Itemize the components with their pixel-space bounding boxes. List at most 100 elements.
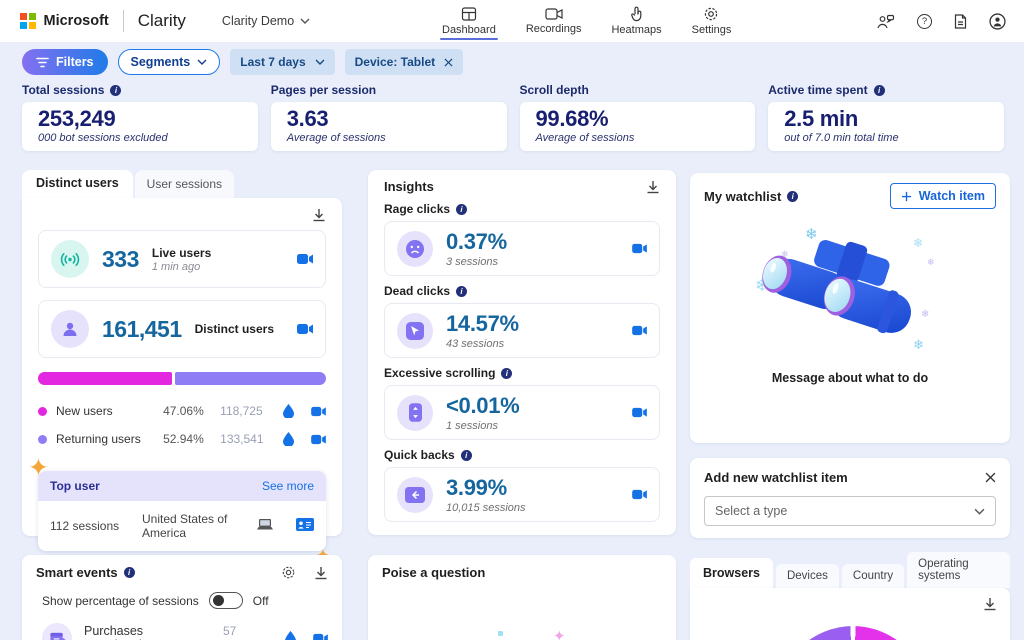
microsoft-wordmark: Microsoft <box>43 13 109 29</box>
tab-heatmaps[interactable]: Heatmaps <box>605 0 667 42</box>
tab-recordings[interactable]: Recordings <box>520 0 588 42</box>
rage-clicks-label: Rage clicks <box>384 202 660 216</box>
gear-icon[interactable] <box>281 565 296 580</box>
watch-item-button[interactable]: Watch item <box>889 183 996 209</box>
drop-icon[interactable] <box>285 631 296 640</box>
returning-users-bar-segment <box>175 372 326 385</box>
laptop-icon <box>256 518 274 534</box>
excessive-scrolling-row: <0.01% 1 sessions <box>384 385 660 440</box>
excessive-scrolling-sessions: 1 sessions <box>446 420 498 432</box>
metric-active-time: Active time spent 2.5 min out of 7.0 min… <box>768 83 1004 151</box>
segments-dropdown[interactable]: Segments <box>117 49 221 75</box>
add-watchlist-title: Add new watchlist item <box>704 470 848 485</box>
camera-icon[interactable] <box>297 253 313 265</box>
project-name: Clarity Demo <box>221 14 295 28</box>
camera-icon[interactable] <box>632 489 647 500</box>
watchlist-card: My watchlist Watch item ❄ ❄ ❄ ❄ ❄ ❄ ❄ ❄ <box>690 173 1010 443</box>
camera-icon[interactable] <box>311 434 326 445</box>
see-more-link[interactable]: See more <box>261 479 314 493</box>
tab-operating-systems[interactable]: Operating systems <box>907 552 1010 588</box>
info-icon[interactable] <box>501 367 513 379</box>
close-icon[interactable] <box>444 57 453 67</box>
project-switcher[interactable]: Clarity Demo <box>222 14 310 28</box>
live-users-row: 333 Live users 1 min ago <box>38 230 326 288</box>
quick-backs-row: 3.99% 10,015 sessions <box>384 467 660 522</box>
svg-text:❄: ❄ <box>927 257 935 267</box>
metric-subtext: 000 bot sessions excluded <box>38 132 168 144</box>
feedback-icon[interactable] <box>877 14 895 29</box>
quick-backs-sessions: 10,015 sessions <box>446 502 526 514</box>
top-user-title: Top user <box>50 479 100 493</box>
smart-events-card: Smart events Show percentage of sessions… <box>22 555 342 640</box>
distinct-users-label: Distinct users <box>194 322 274 336</box>
download-icon[interactable] <box>646 180 660 194</box>
brand: Microsoft Clarity Clarity Demo <box>0 10 310 32</box>
account-icon[interactable] <box>989 12 1006 30</box>
dead-clicks-value: 14.57% <box>446 311 519 336</box>
drop-icon[interactable] <box>283 404 294 418</box>
insights-card: Insights Rage clicks 0.37% 3 sessions De… <box>368 170 676 535</box>
id-card-icon[interactable] <box>296 518 314 534</box>
distinct-users-row: 161,451 Distinct users <box>38 300 326 358</box>
info-icon[interactable] <box>110 84 122 96</box>
info-icon[interactable] <box>460 449 472 461</box>
info-icon[interactable] <box>787 190 799 202</box>
tab-settings[interactable]: Settings <box>686 0 738 42</box>
camera-icon[interactable] <box>311 406 326 417</box>
download-icon[interactable] <box>312 208 326 222</box>
info-icon[interactable] <box>456 285 468 297</box>
info-icon[interactable] <box>456 203 468 215</box>
svg-text:❄: ❄ <box>913 236 923 250</box>
percentage-toggle[interactable] <box>208 592 243 609</box>
rage-clicks-row: 0.37% 3 sessions <box>384 221 660 276</box>
tab-distinct-users[interactable]: Distinct users <box>22 170 133 198</box>
live-users-label: Live users <box>151 245 212 260</box>
top-user-panel: ✦ ✦ Top user See more 112 sessions Unite… <box>28 456 330 565</box>
toggle-state: Off <box>252 593 269 608</box>
product-name: Clarity <box>137 11 186 30</box>
download-icon[interactable] <box>314 566 328 580</box>
tab-user-sessions[interactable]: User sessions <box>134 170 235 198</box>
filters-button[interactable]: Filters <box>22 49 108 75</box>
camera-icon[interactable] <box>313 633 328 640</box>
rage-clicks-icon <box>397 230 433 267</box>
download-icon[interactable] <box>983 597 997 611</box>
quick-backs-label: Quick backs <box>384 448 660 462</box>
info-icon[interactable] <box>123 567 135 578</box>
users-card-tabs: Distinct users User sessions <box>22 170 342 198</box>
new-users-bar-segment <box>38 372 173 385</box>
top-user-row[interactable]: 112 sessions United States of America <box>38 501 326 551</box>
camera-icon[interactable] <box>297 323 313 335</box>
excessive-scrolling-label: Excessive scrolling <box>384 366 660 380</box>
tab-dashboard[interactable]: Dashboard <box>436 0 502 42</box>
drop-icon[interactable] <box>283 432 294 446</box>
watchlist-type-select[interactable]: Select a type <box>704 496 996 526</box>
document-icon[interactable] <box>954 13 967 29</box>
question-card: Poise a question ✦ <box>368 555 676 640</box>
camera-icon[interactable] <box>632 243 647 254</box>
camera-icon[interactable] <box>632 407 647 418</box>
info-icon[interactable] <box>873 84 885 96</box>
camera-icon[interactable] <box>632 325 647 336</box>
metric-pages-per-session: Pages per session 3.63 Average of sessio… <box>270 83 507 151</box>
chevron-down-icon <box>974 508 985 515</box>
tab-browsers[interactable]: Browsers <box>690 558 773 588</box>
date-range-chip[interactable]: Last 7 days <box>230 49 335 75</box>
device-filter-chip[interactable]: Device: Tablet <box>344 49 464 75</box>
close-icon[interactable] <box>985 472 996 483</box>
dashboard-icon <box>461 7 477 21</box>
excessive-scrolling-icon <box>397 394 433 431</box>
person-icon <box>51 310 89 348</box>
help-icon[interactable] <box>917 13 932 29</box>
quick-backs-value: 3.99% <box>446 475 507 500</box>
question-title: Poise a question <box>382 565 486 580</box>
tab-country[interactable]: Country <box>841 564 905 588</box>
svg-text:❄: ❄ <box>805 226 818 243</box>
tab-devices[interactable]: Devices <box>775 564 839 588</box>
top-navbar: Microsoft Clarity Clarity Demo Dashboard… <box>0 0 1024 42</box>
microsoft-logo-icon <box>20 13 36 29</box>
svg-text:❄: ❄ <box>921 309 929 320</box>
svg-text:❄: ❄ <box>913 337 924 352</box>
breakdown-card: Browsers Devices Country Operating syste… <box>690 552 1010 640</box>
binoculars-illustration: ❄ ❄ ❄ ❄ ❄ ❄ ❄ ❄ <box>704 213 996 363</box>
